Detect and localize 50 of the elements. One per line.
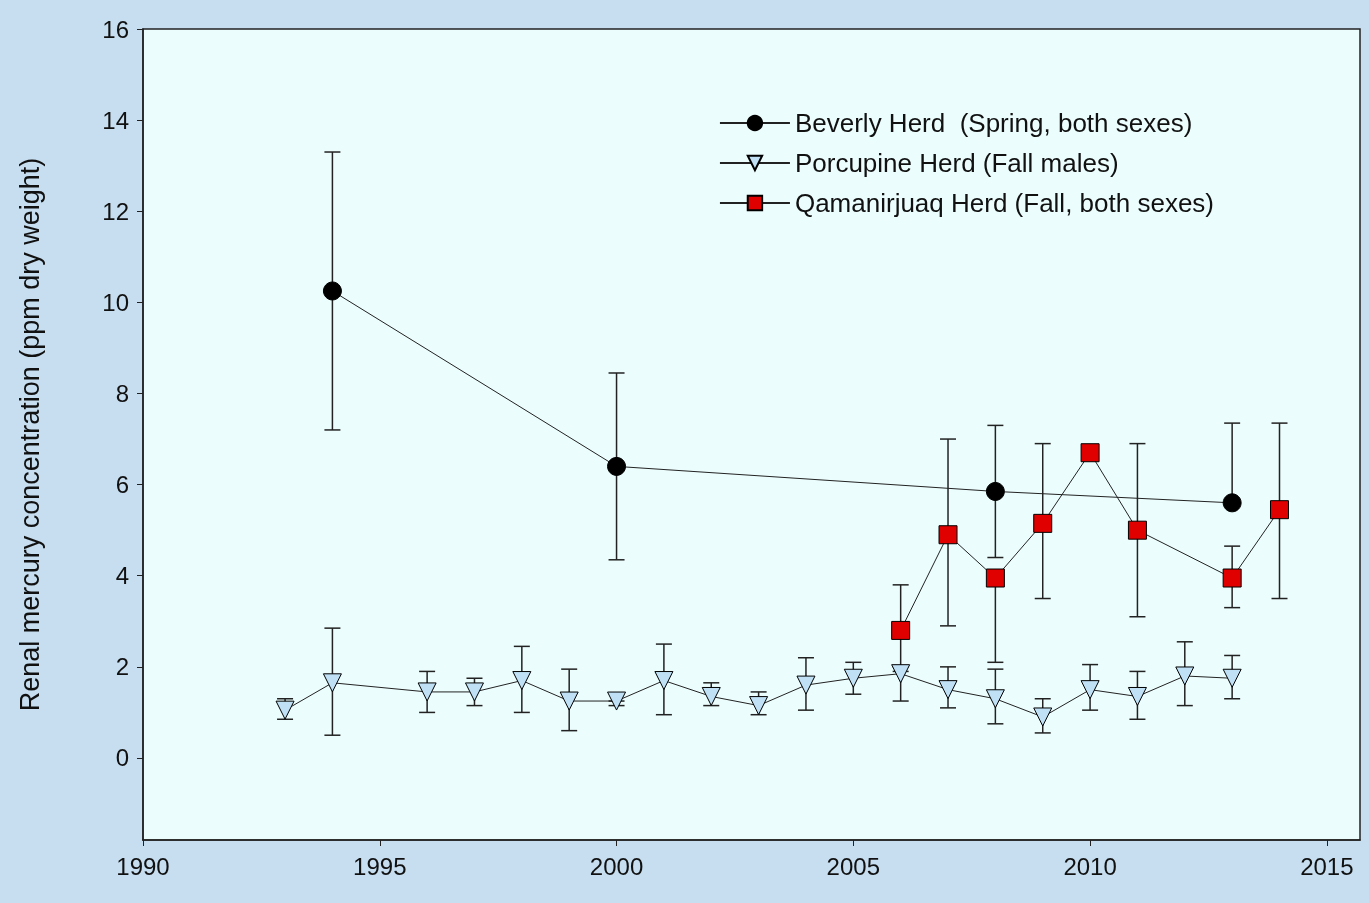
- x-tick-label: 2005: [826, 852, 881, 880]
- point: [322, 281, 342, 301]
- point: [1080, 680, 1100, 700]
- y-tick-label: 6: [115, 471, 129, 499]
- y-tick-label: 2: [115, 653, 129, 681]
- y-tick-label: 16: [102, 15, 129, 43]
- point: [1175, 666, 1195, 686]
- point: [938, 680, 958, 700]
- point: [607, 456, 627, 476]
- y-tick-label: 4: [115, 562, 129, 590]
- point: [1222, 568, 1242, 588]
- point: [985, 568, 1005, 588]
- point: [938, 525, 958, 545]
- y-tick-label: 8: [115, 379, 129, 407]
- legend-label: Qamanirjuaq Herd (Fall, both sexes): [794, 188, 1214, 218]
- point: [654, 671, 674, 691]
- point: [891, 664, 911, 684]
- point: [464, 682, 484, 702]
- point: [1127, 686, 1147, 706]
- y-tick-label: 0: [115, 744, 129, 772]
- y-tick-label: 10: [102, 288, 129, 316]
- point: [1033, 707, 1053, 727]
- y-tick-label: 12: [102, 197, 129, 225]
- legend-label: Porcupine Herd (Fall males): [794, 148, 1119, 178]
- x-tick-label: 1990: [116, 852, 170, 880]
- point: [1080, 443, 1100, 463]
- x-tick-label: 2010: [1063, 852, 1117, 880]
- point: [796, 675, 816, 695]
- point: [512, 671, 532, 691]
- point: [1270, 500, 1289, 520]
- point: [701, 686, 721, 706]
- point: [843, 668, 863, 688]
- y-axis-title: Renal mercury concentration (ppm dry weight): [14, 157, 45, 712]
- x-tick-label: 2015: [1300, 852, 1354, 880]
- point: [749, 696, 769, 716]
- x-tick-label: 2000: [589, 852, 644, 880]
- point: [417, 682, 437, 702]
- legend-label: Beverly Herd (Spring, both sexes): [794, 108, 1193, 138]
- point: [1222, 493, 1242, 513]
- point: [985, 689, 1005, 709]
- point: [891, 620, 911, 640]
- point: [1222, 668, 1242, 688]
- point: [1127, 520, 1147, 540]
- point: [607, 691, 627, 711]
- x-tick-label: 1995: [353, 852, 407, 880]
- point: [559, 691, 579, 711]
- point: [322, 673, 342, 693]
- point: [985, 481, 1005, 501]
- point: [1033, 513, 1053, 533]
- y-tick-label: 14: [102, 106, 129, 134]
